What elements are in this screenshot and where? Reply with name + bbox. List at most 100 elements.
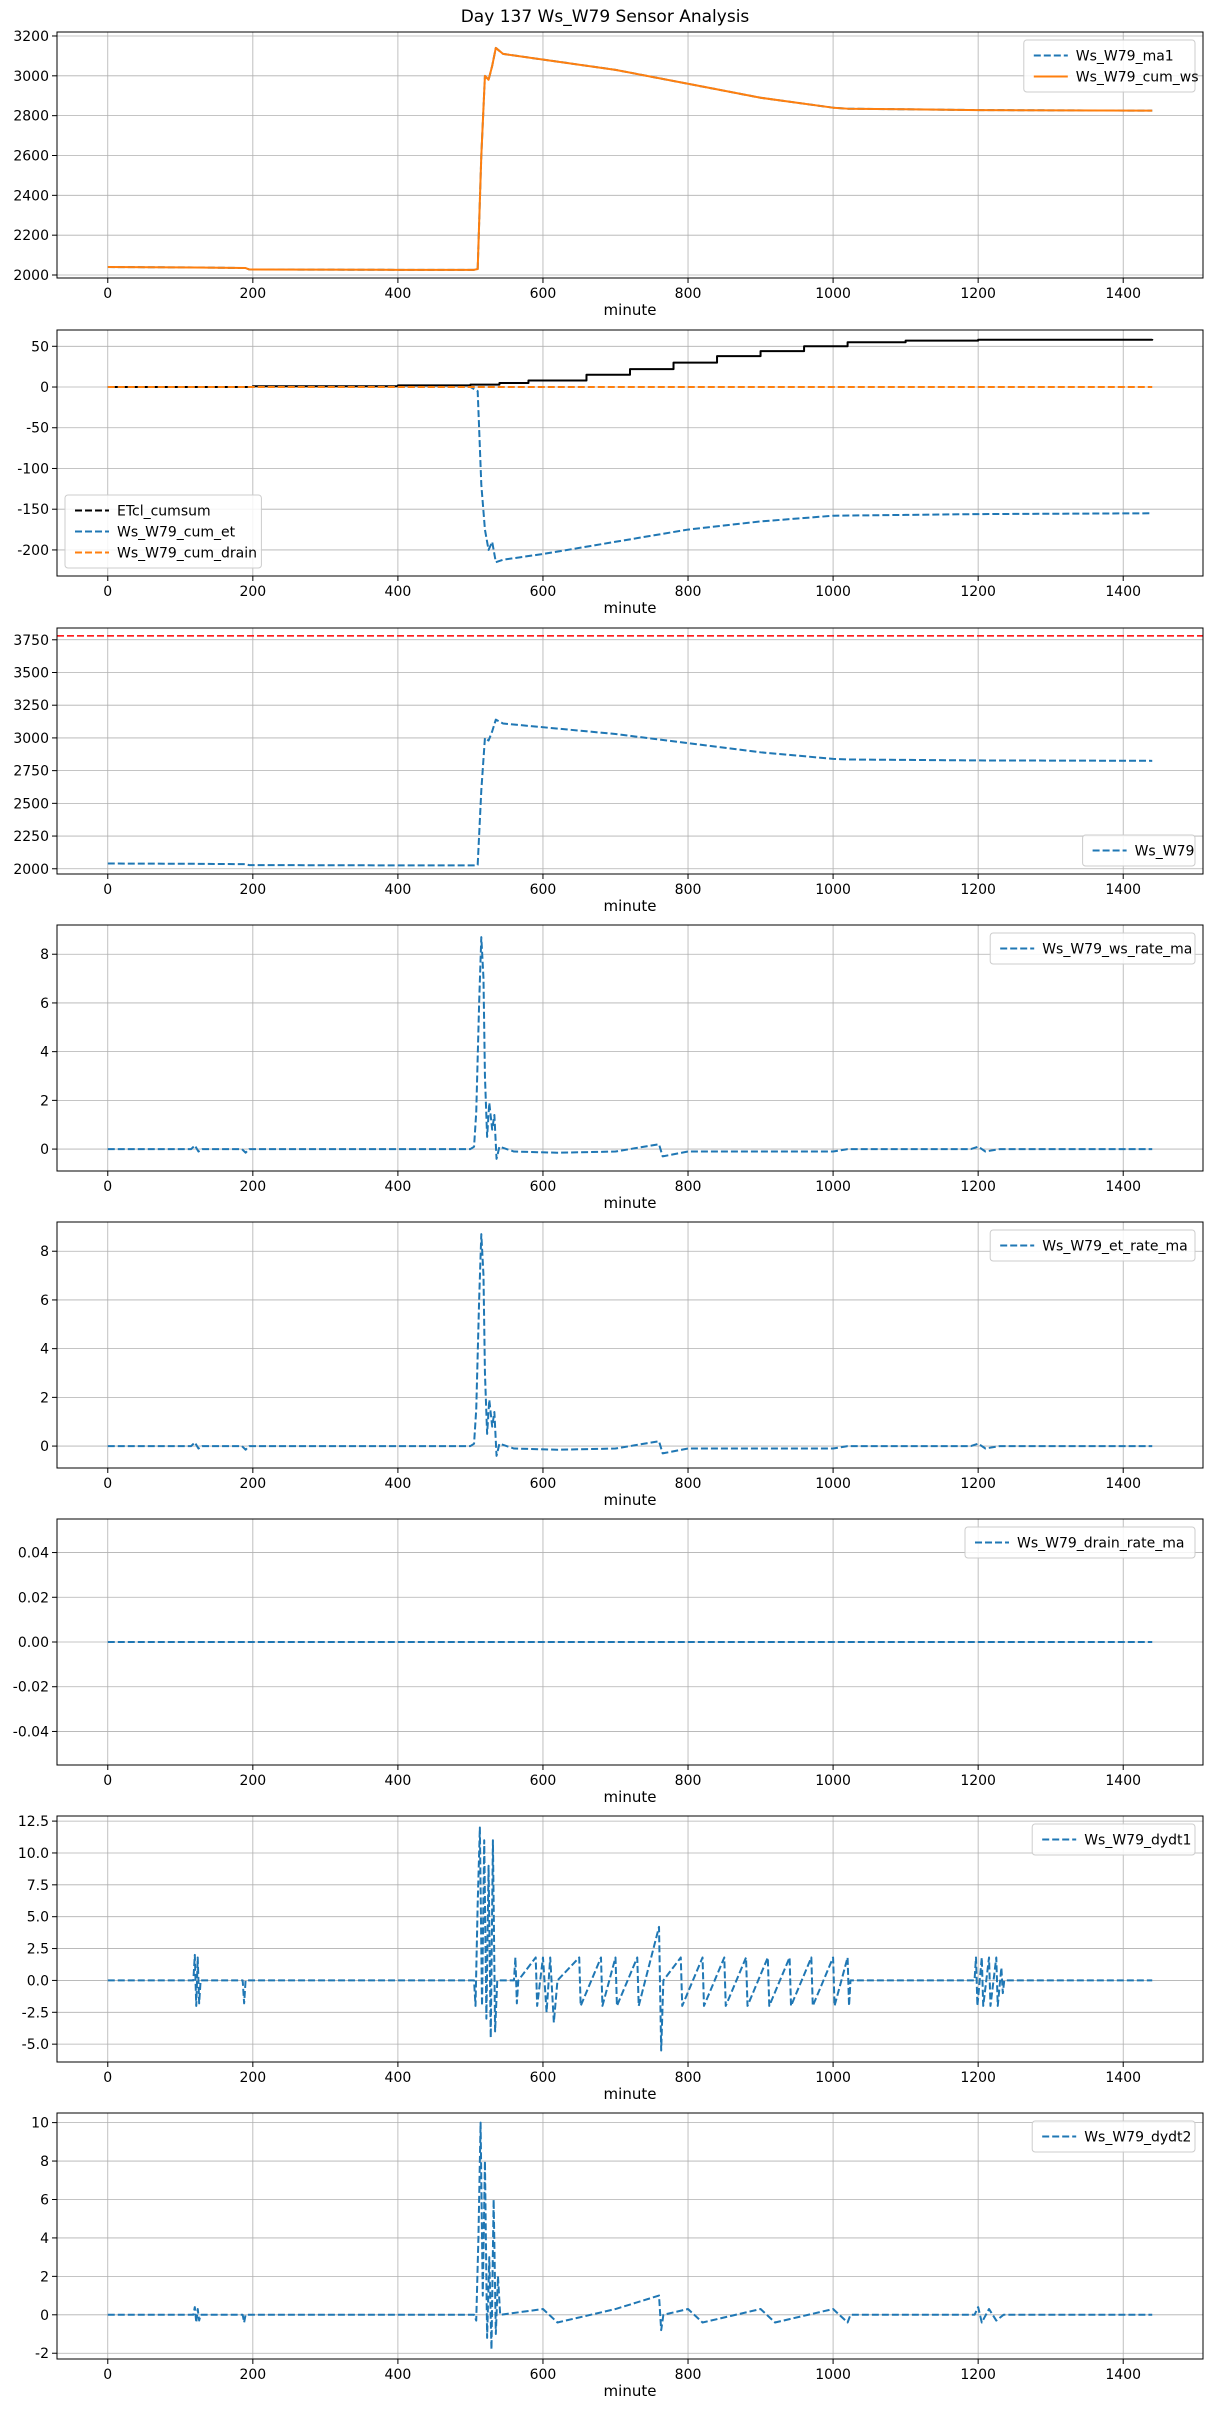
x-tick-label: 600 <box>530 882 557 898</box>
y-tick-label: 10.0 <box>18 1846 49 1862</box>
x-tick-label: 1400 <box>1105 2070 1141 2086</box>
x-tick-label: 200 <box>239 286 266 302</box>
x-tick-label: 200 <box>239 2070 266 2086</box>
x-tick-label: 1400 <box>1105 1476 1141 1492</box>
x-tick-label: 0 <box>103 1179 112 1195</box>
legend-label: Ws_W79_drain_rate_ma <box>1017 1536 1184 1552</box>
legend: Ws_W79_drain_rate_ma <box>964 1526 1196 1559</box>
axes-frame <box>56 329 1204 577</box>
x-tick-label: 1400 <box>1105 286 1141 302</box>
axes-frame <box>56 1221 1204 1469</box>
x-tick-label: 200 <box>239 2367 266 2383</box>
y-tick-label: -5.0 <box>22 2037 49 2053</box>
y-tick-label: 2200 <box>13 228 49 244</box>
subplot-1: 0 200 400 600 800 1000 1200 1400 minute 2000 2200 2… <box>13 29 1204 319</box>
x-axis-label: minute <box>604 2382 657 2400</box>
x-tick-label: 1000 <box>815 1476 851 1492</box>
subplot-3: 0 200 400 600 800 1000 1200 1400 minute 2000 2250 2… <box>13 627 1204 915</box>
y-tick-label: 0 <box>40 1142 49 1158</box>
y-tick-label: 0 <box>40 2308 49 2324</box>
x-tick-label: 1200 <box>960 882 996 898</box>
x-tick-label: 800 <box>675 2070 702 2086</box>
series-line-Ws_W79_cum_et <box>107 386 1153 564</box>
y-tick-label: -2 <box>35 2346 49 2362</box>
legend-label: Ws_W79_cum_ws <box>1076 70 1199 86</box>
x-axis-label: minute <box>604 1788 657 1806</box>
x-tick-label: 400 <box>385 2367 412 2383</box>
x-tick-label: 800 <box>675 2367 702 2383</box>
legend: Ws_W79_dydt1 <box>1031 1823 1196 1856</box>
x-tick-label: 800 <box>675 1179 702 1195</box>
legend-label: Ws_W79_cum_drain <box>117 546 257 562</box>
y-tick-label: 3000 <box>13 69 49 85</box>
x-tick-label: 1400 <box>1105 2367 1141 2383</box>
legend-box <box>989 1229 1196 1262</box>
y-tick-label: -200 <box>17 543 49 559</box>
series-line-Ws_W79_ws_rate_ma <box>107 936 1153 1160</box>
x-tick-label: 1200 <box>960 2070 996 2086</box>
x-tick-label: 600 <box>530 584 557 600</box>
legend-box <box>1031 2120 1196 2153</box>
legend-box <box>64 494 262 569</box>
x-tick-label: 200 <box>239 584 266 600</box>
legend-label: Ws_W79_dydt1 <box>1084 1833 1191 1849</box>
x-tick-label: 1200 <box>960 1476 996 1492</box>
x-tick-label: 0 <box>103 1476 112 1492</box>
y-tick-label: 4 <box>40 2231 49 2247</box>
y-tick-label: 8 <box>40 1244 49 1260</box>
plot-area <box>107 46 1153 271</box>
x-tick-label: 200 <box>239 1476 266 1492</box>
x-tick-label: 200 <box>239 1773 266 1789</box>
subplot-6: 0 200 400 600 800 1000 1200 1400 minute -0.04 -0.0… <box>13 1518 1204 1806</box>
legend: ETcl_cumsum Ws_W79_cum_et Ws_W79_cum_drain <box>64 494 262 569</box>
x-tick-label: 0 <box>103 882 112 898</box>
legend-box <box>1082 834 1196 867</box>
y-tick-label: 3500 <box>13 665 49 681</box>
legend-box <box>989 932 1196 965</box>
y-tick-label: 12.5 <box>18 1814 49 1830</box>
legend-label: Ws_W79_et_rate_ma <box>1042 1239 1188 1255</box>
y-tick-label: 0.0 <box>27 1973 49 1989</box>
plot-area <box>107 338 1154 564</box>
plot-area <box>107 1826 1153 2052</box>
y-tick-label: 2750 <box>13 764 49 780</box>
subplot-2: 0 200 400 600 800 1000 1200 1400 minute -200 -150 -… <box>17 329 1204 617</box>
x-tick-label: 1200 <box>960 1773 996 1789</box>
legend-box <box>1031 1823 1196 1856</box>
y-tick-label: 2000 <box>13 268 49 284</box>
y-tick-label: 2000 <box>13 862 49 878</box>
y-tick-label: 3750 <box>13 633 49 649</box>
y-tick-label: 7.5 <box>27 1878 49 1894</box>
x-axis-label: minute <box>604 1194 657 1212</box>
x-tick-label: 1400 <box>1105 882 1141 898</box>
legend: Ws_W79_dydt2 <box>1031 2120 1196 2153</box>
legend: Ws_W79_et_rate_ma <box>989 1229 1196 1262</box>
y-tick-label: 4 <box>40 1342 49 1358</box>
y-tick-label: 50 <box>31 339 49 355</box>
y-tick-label: -0.02 <box>13 1680 49 1696</box>
x-axis-label: minute <box>604 599 657 617</box>
legend: Ws_W79_ma1 Ws_W79_cum_ws <box>1023 39 1199 93</box>
x-axis-label: minute <box>604 2085 657 2103</box>
x-tick-label: 600 <box>530 2070 557 2086</box>
plot-area <box>107 2121 1153 2351</box>
y-tick-label: 2600 <box>13 148 49 164</box>
x-tick-label: 1000 <box>815 1179 851 1195</box>
x-tick-label: 1000 <box>815 2070 851 2086</box>
series-line-Ws_W79_dydt1 <box>107 1826 1153 2052</box>
x-tick-label: 1400 <box>1105 584 1141 600</box>
series-line-Ws_W79 <box>107 718 1153 867</box>
axes-frame <box>56 924 1204 1172</box>
y-tick-label: 2.5 <box>27 1942 49 1958</box>
x-tick-label: 600 <box>530 286 557 302</box>
legend-label: Ws_W79 <box>1135 844 1195 860</box>
y-tick-label: 0 <box>40 380 49 396</box>
x-tick-label: 400 <box>385 882 412 898</box>
x-tick-label: 600 <box>530 1179 557 1195</box>
x-tick-label: 0 <box>103 2070 112 2086</box>
x-tick-label: 200 <box>239 882 266 898</box>
x-tick-label: 800 <box>675 286 702 302</box>
legend-label: Ws_W79_ma1 <box>1076 49 1174 65</box>
x-tick-label: 1200 <box>960 1179 996 1195</box>
